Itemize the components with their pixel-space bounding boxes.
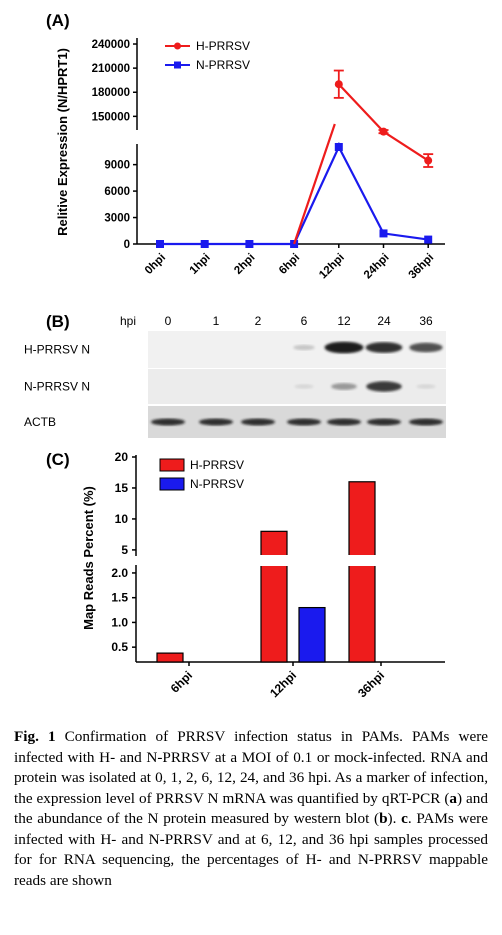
legend-marker-n-prrsv — [174, 61, 181, 69]
blot-band — [293, 344, 315, 351]
series-line-h-prrsv — [337, 83, 429, 162]
legend-swatch-h-prrsv — [159, 458, 185, 472]
blot-lane-label: 12 — [337, 314, 351, 328]
blot-band — [327, 418, 361, 426]
blot-band — [416, 384, 436, 389]
line-chart-relative-expression: 150000 180000 210000 240000 0 3000 6000 9000 0hp… — [55, 38, 445, 281]
blot-band — [324, 341, 364, 354]
y-tick-label-lower: 1.5 — [111, 591, 128, 605]
caption-text-1: Confirmation of PRRSV infection status i… — [14, 728, 488, 807]
x-tick-label: 2hpi — [232, 252, 257, 277]
panel-label-a: (A) — [46, 11, 70, 30]
bar-h-prrsv — [156, 652, 184, 663]
y-tick-label-upper: 150000 — [92, 111, 130, 123]
legend-swatch-n-prrsv — [159, 477, 185, 491]
x-tick-label: 0hpi — [143, 252, 168, 277]
bar-h-prrsv — [348, 481, 376, 663]
blot-row-label: H-PRRSV N — [24, 343, 90, 357]
y-tick-label-upper: 180000 — [92, 87, 130, 99]
y-axis-title: Map Reads Percent (%) — [81, 486, 96, 630]
y-tick-label-upper: 210000 — [92, 63, 130, 75]
panel-label-c: (C) — [46, 450, 70, 469]
caption-ref-a: a — [449, 789, 457, 807]
bar-h-prrsv — [260, 530, 288, 663]
blot-hpi-label: hpi — [120, 314, 136, 328]
x-tick-label: 1hpi — [188, 252, 213, 277]
y-tick-label-lower: 9000 — [104, 160, 130, 172]
blot-band — [199, 418, 233, 426]
y-tick-label-lower: 6000 — [104, 186, 130, 198]
blot-strip — [148, 331, 446, 368]
blot-lane-label: 2 — [255, 314, 262, 328]
figure-caption: Fig. 1 Confirmation of PRRSV infection s… — [14, 727, 488, 891]
blot-band — [287, 418, 321, 426]
series-line-n-prrsv — [160, 144, 429, 246]
y-tick-label-upper: 5 — [121, 543, 128, 557]
x-tick-label: 6hpi — [168, 668, 195, 695]
y-tick-label-lower: 0 — [124, 239, 130, 251]
x-tick-label: 12hpi — [267, 668, 299, 700]
data-point-n-prrsv — [156, 240, 164, 248]
bar-n-prrsv — [298, 606, 326, 663]
caption-text-4: . PAMs were infected with H- and N-PRRSV… — [14, 810, 488, 889]
blot-band — [294, 384, 314, 389]
series-line-h-prrsv-rise — [293, 123, 336, 245]
blot-band — [151, 418, 185, 426]
y-tick-label-upper: 15 — [115, 481, 129, 495]
bar-chart-map-reads: 5 10 15 20 0.5 1.0 1.5 2.0 Map Reads Percent (%)… — [81, 450, 445, 700]
data-point-n-prrsv — [424, 235, 433, 244]
caption-ref-c: c — [401, 810, 408, 827]
blot-band — [409, 418, 443, 426]
blot-band — [241, 418, 275, 426]
y-tick-label-lower: 1.0 — [111, 615, 128, 629]
x-tick-label: 12hpi — [317, 252, 347, 282]
caption-fig-label: Fig. 1 — [14, 728, 56, 745]
panel-label-b: (B) — [46, 312, 70, 331]
axis-break-gap — [347, 555, 377, 566]
blot-band — [365, 342, 403, 353]
x-tick-label: 36hpi — [355, 668, 387, 700]
legend-label-h-prrsv: H-PRRSV — [190, 458, 244, 472]
axis-break-gap — [259, 555, 289, 566]
x-tick-label: 24hpi — [362, 252, 392, 282]
data-point-n-prrsv — [245, 240, 254, 248]
caption-ref-b: b — [379, 810, 388, 827]
y-tick-label-upper: 240000 — [92, 39, 130, 51]
blot-row-label: N-PRRSV N — [24, 380, 90, 394]
caption-text-3: ). — [387, 810, 402, 827]
blot-lane-label: 0 — [165, 314, 172, 328]
legend-label-n-prrsv: N-PRRSV — [190, 477, 244, 491]
data-point-n-prrsv — [200, 240, 209, 248]
blot-band — [409, 342, 443, 353]
x-tick-label: 36hpi — [407, 252, 437, 282]
y-tick-label-lower: 2.0 — [111, 566, 128, 580]
legend-marker-h-prrsv — [174, 42, 181, 50]
data-point-n-prrsv — [379, 229, 388, 238]
y-tick-label-upper: 10 — [115, 512, 129, 526]
y-tick-label-upper: 20 — [115, 450, 129, 464]
blot-lane-label: 6 — [301, 314, 308, 328]
blot-band — [367, 418, 401, 426]
y-tick-label-lower: 0.5 — [111, 640, 128, 654]
blot-lane-label: 24 — [377, 314, 391, 328]
legend-label-n-prrsv: N-PRRSV — [196, 58, 250, 72]
x-tick-label: 6hpi — [277, 252, 302, 277]
blot-row-label: ACTB — [24, 415, 56, 429]
blot-band — [366, 381, 402, 392]
legend-label-h-prrsv: H-PRRSV — [196, 39, 250, 53]
blot-band — [331, 383, 357, 390]
blot-lane-label: 36 — [419, 314, 433, 328]
blot-lane-label: 1 — [213, 314, 220, 328]
y-axis-title: Relitive Expression (N/HPRT1) — [55, 48, 70, 236]
caption-text-2: ) and the abundance of the N protein mea… — [14, 789, 488, 828]
y-tick-label-lower: 3000 — [104, 213, 130, 225]
